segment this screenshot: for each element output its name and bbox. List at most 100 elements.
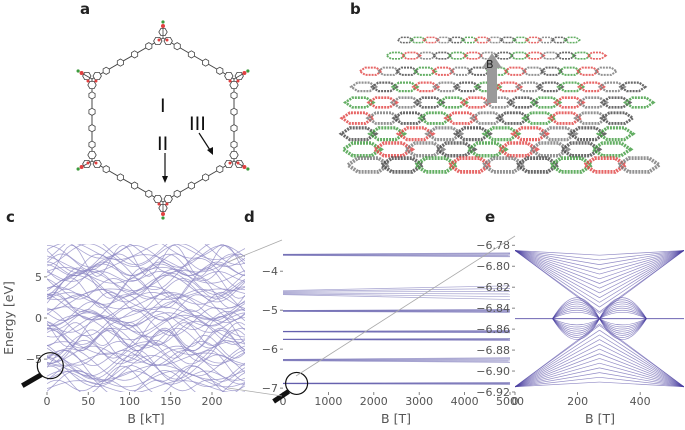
fan-line xyxy=(599,250,684,314)
e-y-tick-label: −6.82 xyxy=(476,281,510,294)
fan-line xyxy=(599,250,684,265)
magnetic-field-arrow-shaft xyxy=(487,66,497,103)
fan-line xyxy=(599,334,684,388)
fan-line xyxy=(599,250,684,294)
band-line xyxy=(47,278,245,300)
oxygen-atom xyxy=(236,161,240,165)
fan-line xyxy=(599,250,684,256)
band-line xyxy=(47,365,245,382)
band-line xyxy=(282,309,511,311)
oxygen-atom xyxy=(236,79,240,83)
oxygen-atom xyxy=(157,38,161,42)
lattice-cell xyxy=(481,126,522,142)
c-y-tick-label: 0 xyxy=(35,312,42,325)
lattice-cell xyxy=(511,36,530,44)
fan-line xyxy=(515,250,600,294)
lattice-cell xyxy=(473,36,492,44)
magnifier-circle-d xyxy=(285,371,309,396)
panel-label-e: e xyxy=(485,208,495,226)
band-line xyxy=(47,370,245,385)
band-line xyxy=(282,252,511,255)
lattice-cell xyxy=(521,111,558,125)
band-line xyxy=(47,244,245,266)
benzene-ring xyxy=(173,42,181,51)
fan-line xyxy=(599,372,684,388)
band-line xyxy=(47,309,245,322)
lattice-cell xyxy=(395,126,436,142)
lattice-cell xyxy=(376,66,402,76)
oxygen-atom xyxy=(228,161,232,165)
fan-line xyxy=(515,250,600,284)
band-line xyxy=(47,257,245,291)
lattice-cell xyxy=(567,126,608,142)
fan-line xyxy=(515,250,600,256)
fan-line xyxy=(599,250,684,280)
oxygen-atom xyxy=(157,202,161,206)
band-line xyxy=(282,292,511,295)
benzene-ring xyxy=(173,189,181,198)
lattice-cell xyxy=(520,66,547,76)
lattice-cell xyxy=(389,96,423,109)
fan-line xyxy=(599,358,684,388)
oxygen-atom xyxy=(94,79,98,83)
band-line xyxy=(47,274,245,298)
lattice-cell xyxy=(452,81,482,93)
e-x-axis-label: B [T] xyxy=(585,411,615,426)
lattice-cell xyxy=(430,66,456,76)
e-y-tick-label: −6.92 xyxy=(476,386,510,399)
c-x-tick-label: 100 xyxy=(119,395,140,408)
d-x-tick-label: 4000 xyxy=(451,395,479,408)
oxygen-atom xyxy=(161,212,165,216)
lattice-cell xyxy=(623,96,656,109)
e-y-tick-label: −6.86 xyxy=(476,323,510,336)
fan-line xyxy=(515,358,600,388)
oxygen-atom xyxy=(242,165,247,169)
panel-label-c: c xyxy=(6,208,15,226)
band-line xyxy=(47,288,245,311)
e-y-tick-label: −6.88 xyxy=(476,344,510,357)
d-x-tick-label: 3000 xyxy=(405,395,433,408)
d-y-tick-label: −4 xyxy=(262,265,278,278)
band-line xyxy=(47,261,245,276)
lattice-cell xyxy=(550,36,569,44)
oxygen-atom xyxy=(165,38,169,42)
chart-c: 0 50 100 150 200 −5 0 5 Energy [eV] B [kT] xyxy=(1,244,245,426)
band-line xyxy=(47,341,245,366)
band-line xyxy=(70,244,223,259)
band-line xyxy=(282,330,511,332)
band-line xyxy=(47,277,245,309)
lattice-cell xyxy=(513,156,562,174)
bond-edge xyxy=(162,37,235,80)
lattice-cell xyxy=(339,111,376,125)
magnifier-handle-c xyxy=(21,372,43,388)
lattice-cell xyxy=(575,66,601,76)
oxygen-atom xyxy=(228,79,232,83)
fan-line xyxy=(515,353,600,388)
lattice-cell xyxy=(556,66,583,76)
lattice-cell xyxy=(479,156,528,174)
lattice-cell xyxy=(563,36,582,44)
fan-line xyxy=(515,334,600,388)
band-line xyxy=(47,315,245,348)
fan-line xyxy=(515,323,600,388)
d-x-tick-label: 0 xyxy=(280,395,287,408)
boron-atom xyxy=(246,167,250,171)
c-x-tick-label: 0 xyxy=(44,395,51,408)
band-line xyxy=(47,339,245,365)
c-y-tick-label: −5 xyxy=(26,353,42,366)
arrow-region-3 xyxy=(198,132,211,151)
fan-line xyxy=(515,329,600,388)
lattice-cell xyxy=(524,36,543,44)
benzene-ring xyxy=(88,124,96,133)
lattice-cell xyxy=(538,126,579,142)
band-line xyxy=(282,293,511,298)
e-x-tick-label: 400 xyxy=(630,395,651,408)
band-line xyxy=(47,317,245,333)
band-line xyxy=(47,254,245,273)
oxygen-atom xyxy=(86,79,90,83)
boron-atom xyxy=(76,167,80,171)
zoom-connector-c-d-top xyxy=(227,239,283,263)
lattice-cell xyxy=(547,156,595,174)
e-x-tick-label: 200 xyxy=(567,395,588,408)
